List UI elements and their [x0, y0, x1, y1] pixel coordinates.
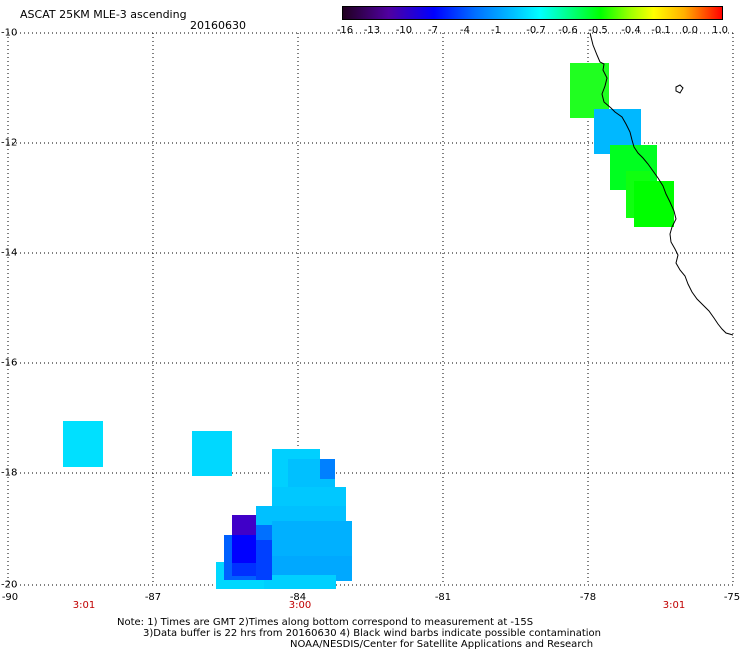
- colorbar-label: -0.1: [651, 25, 671, 36]
- colorbar-label: -0.6: [558, 25, 578, 36]
- lon-label: -90: [1, 592, 19, 603]
- map-date: 20160630: [190, 19, 246, 32]
- swath-time: 3:00: [288, 600, 312, 611]
- swath-time: 3:01: [72, 600, 96, 611]
- southern-wind-cluster: [216, 449, 352, 589]
- lat-label: -18: [1, 467, 18, 479]
- lat-label: -10: [1, 27, 18, 39]
- map-title: ASCAT 25KM MLE-3 ascending: [20, 8, 187, 21]
- colorbar-label: -4: [460, 25, 470, 36]
- coastal-wind-cells: [570, 63, 674, 227]
- lon-label: -75: [723, 592, 740, 603]
- colorbar-label: -7: [428, 25, 438, 36]
- offshore-wind-cells: [63, 421, 232, 476]
- lon-label: -81: [434, 592, 452, 603]
- colorbar-label: 1.0: [712, 25, 728, 36]
- lat-label: -14: [1, 247, 18, 259]
- colorbar-label: -0.4: [621, 25, 641, 36]
- lat-label: -12: [1, 137, 18, 149]
- lat-label: -20: [1, 579, 18, 591]
- lon-label: -87: [144, 592, 162, 603]
- coastline: [589, 32, 734, 336]
- lon-label: -84: [289, 592, 307, 603]
- colorbar-label: -10: [395, 25, 413, 36]
- note-line: Note: 1) Times are GMT 2)Times along bot…: [117, 617, 534, 628]
- colorbar-label: 0.0: [682, 25, 698, 36]
- colorbar-label: -0.5: [588, 25, 608, 36]
- lat-label: -16: [1, 357, 18, 369]
- colorbar: [342, 6, 723, 20]
- note-line: 3)Data buffer is 22 hrs from 20160630 4)…: [143, 628, 601, 639]
- colorbar-label: -13: [363, 25, 381, 36]
- lon-label: -78: [579, 592, 597, 603]
- swath-time: 3:01: [662, 600, 686, 611]
- colorbar-label: -1: [491, 25, 501, 36]
- colorbar-label: -0.7: [526, 25, 546, 36]
- note-line: NOAA/NESDIS/Center for Satellite Applica…: [290, 639, 594, 650]
- colorbar-label: -16: [336, 25, 354, 36]
